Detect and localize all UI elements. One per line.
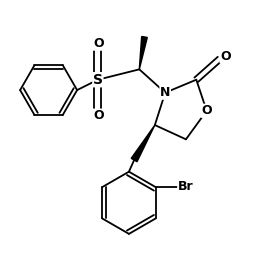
Text: O: O <box>93 37 104 50</box>
Text: Br: Br <box>178 180 194 193</box>
Text: O: O <box>93 109 104 122</box>
Text: S: S <box>93 73 103 87</box>
Text: N: N <box>160 86 170 99</box>
Polygon shape <box>131 125 155 162</box>
Text: O: O <box>220 50 231 63</box>
Text: O: O <box>201 104 212 117</box>
Polygon shape <box>139 37 147 69</box>
